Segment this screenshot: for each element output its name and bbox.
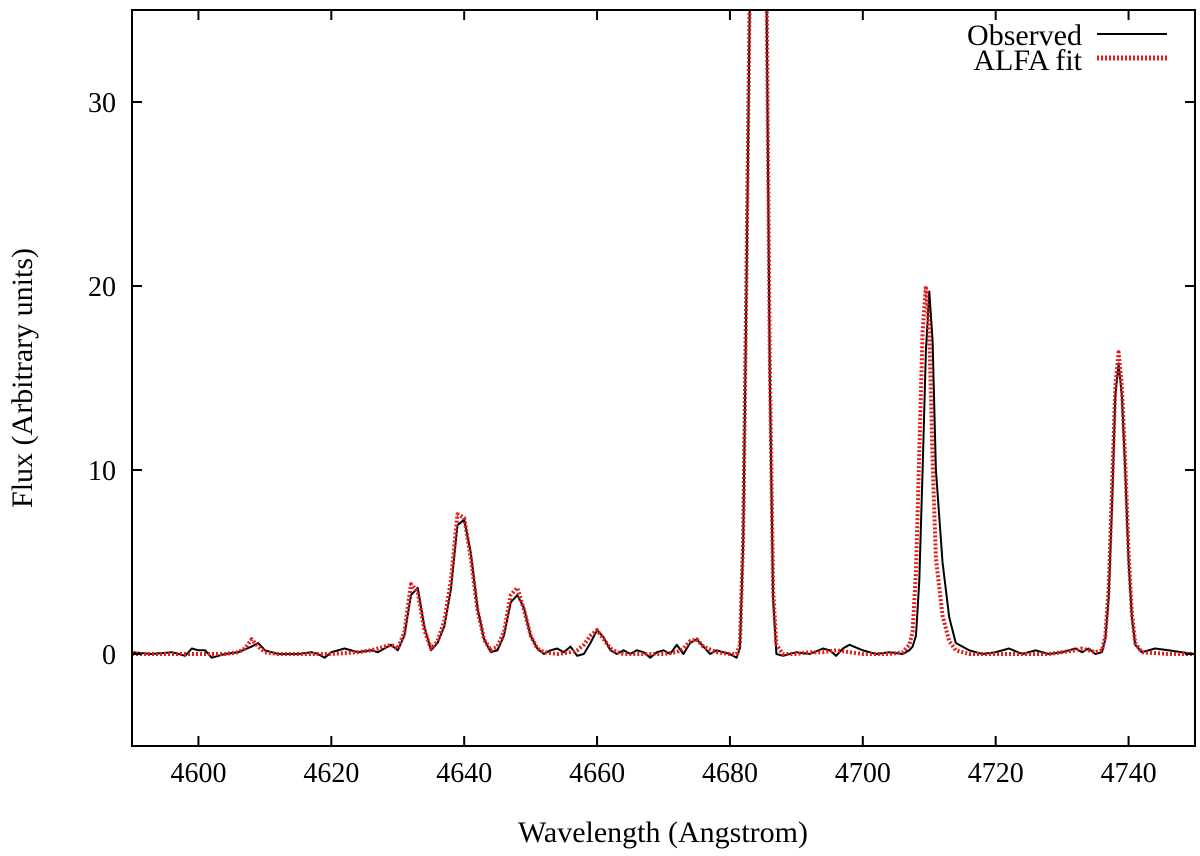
legend-label-alfa-fit: ALFA fit <box>973 44 1082 77</box>
x-tick-label: 4600 <box>170 758 226 789</box>
x-tick-label: 4720 <box>968 758 1024 789</box>
series-line-alfa-fit <box>132 10 1195 656</box>
x-tick-label: 4680 <box>702 758 758 789</box>
y-tick-label: 30 <box>88 88 116 119</box>
plot-background <box>132 10 1195 746</box>
x-axis-label: Wavelength (Angstrom) <box>518 816 808 849</box>
legend: Observed ALFA fit <box>967 19 1167 77</box>
y-tick-label: 20 <box>88 272 116 303</box>
x-tick-label: 4740 <box>1101 758 1157 789</box>
legend-label-observed: Observed <box>967 19 1082 52</box>
x-tick-label: 4620 <box>303 758 359 789</box>
series-layer <box>132 10 1195 659</box>
y-axis-label: Flux (Arbitrary units) <box>6 248 39 508</box>
tick-layer: 4600 4620 4640 4660 4680 4700 4720 4740 0 10 20 30 <box>88 10 1195 789</box>
plot-frame <box>131 9 1196 747</box>
x-tick-label: 4660 <box>569 758 625 789</box>
x-tick-label: 4700 <box>835 758 891 789</box>
y-tick-label: 10 <box>88 456 116 487</box>
x-tick-label: 4640 <box>436 758 492 789</box>
y-tick-label: 0 <box>102 640 116 671</box>
